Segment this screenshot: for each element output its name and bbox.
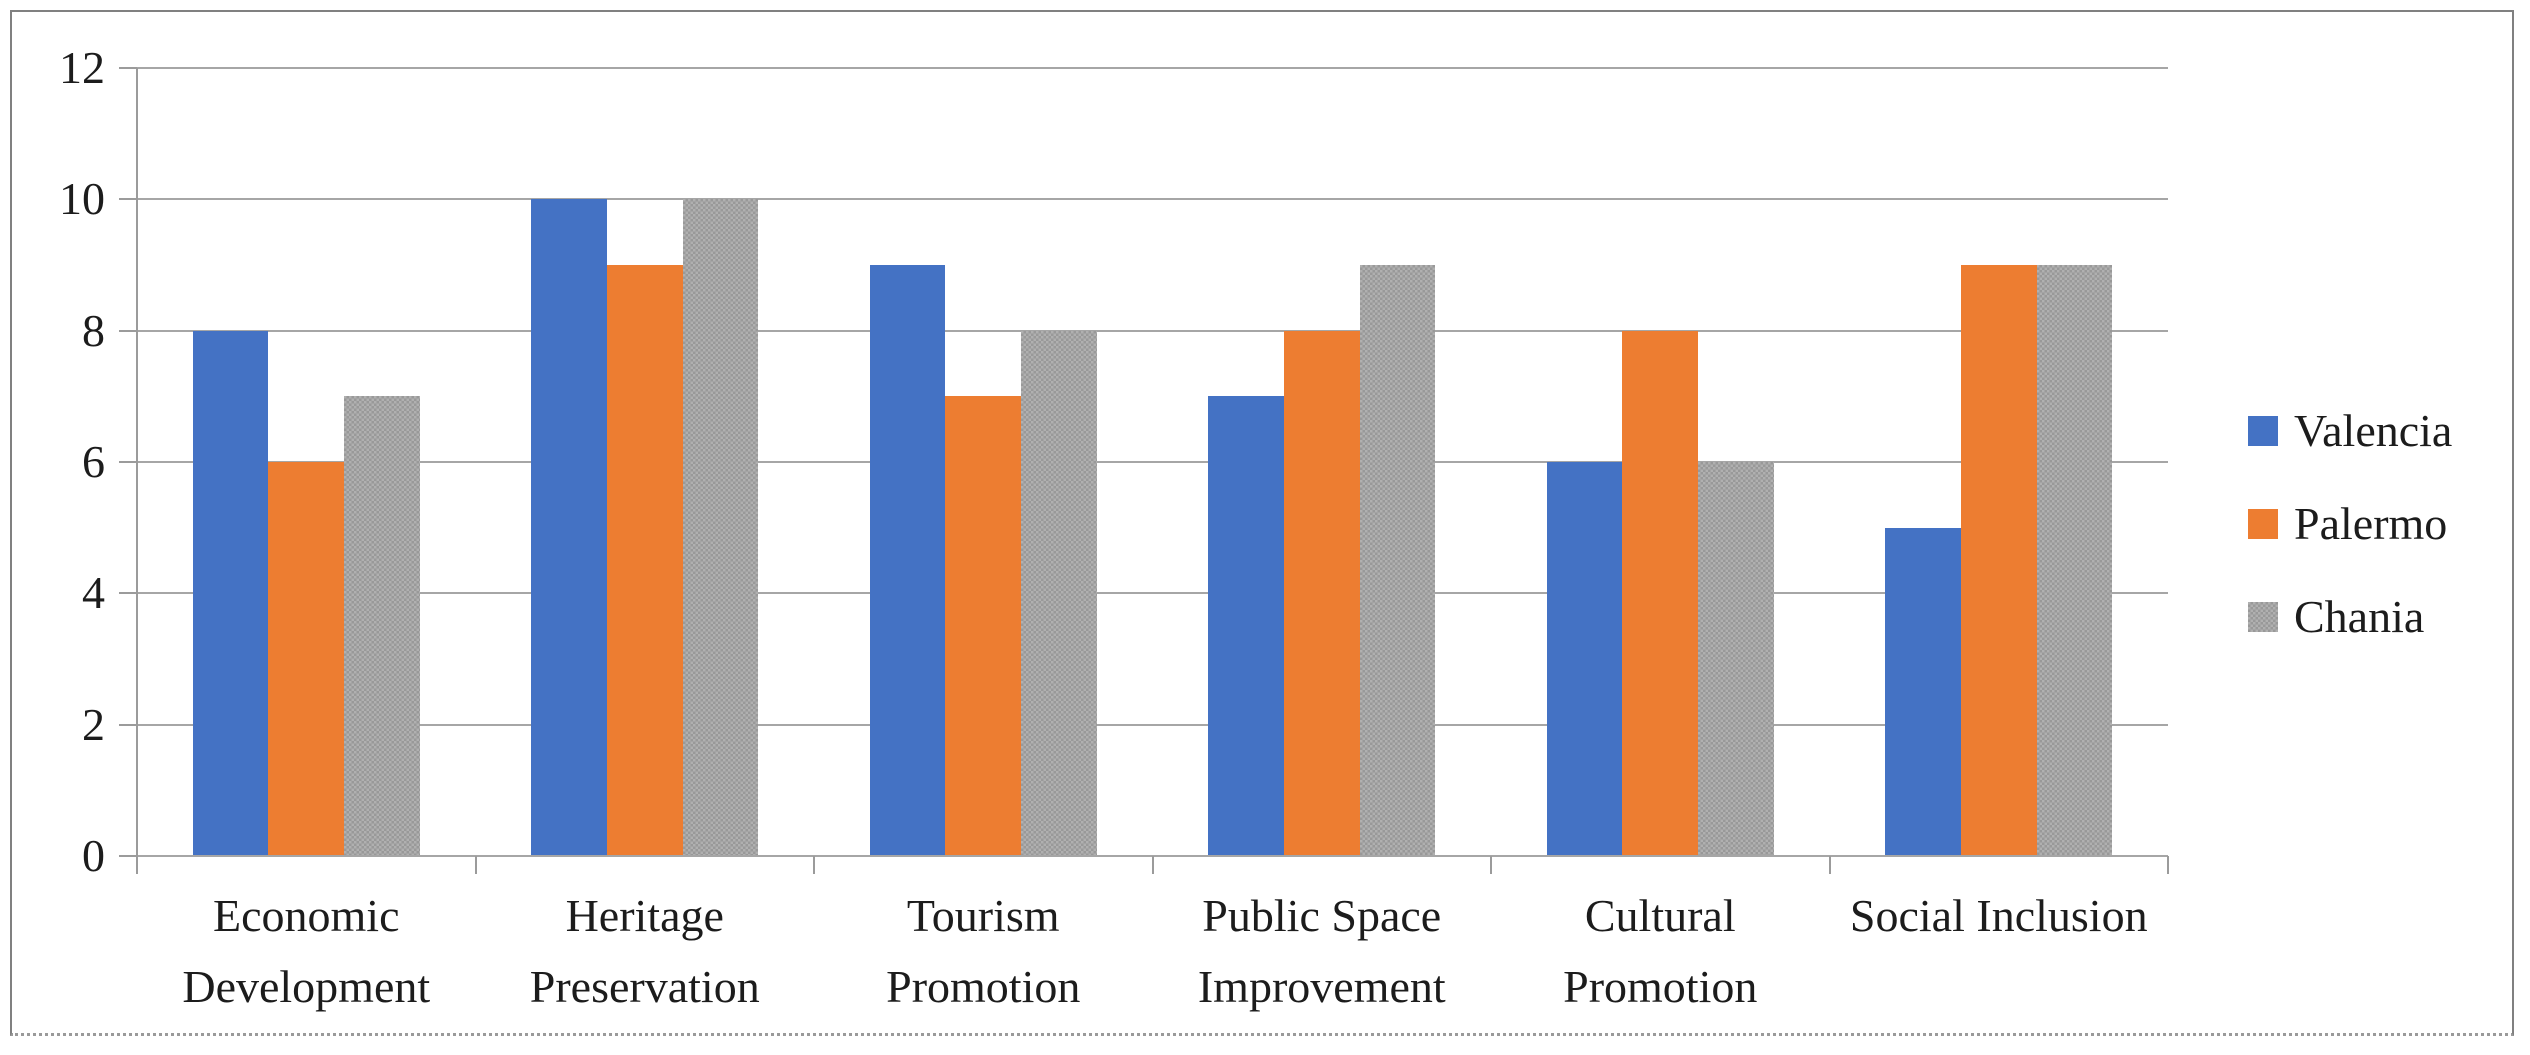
- bar-chania-4: [1359, 265, 1436, 855]
- y-axis-tick: [119, 329, 137, 332]
- bar-valencia-4: [1208, 396, 1284, 855]
- category-label: Public Space Improvement: [1197, 890, 1446, 1013]
- legend-swatch-valencia: [2248, 416, 2278, 446]
- gridline: [137, 198, 2168, 201]
- bar-valencia-5: [1546, 462, 1623, 855]
- legend-label-valencia: Valencia: [2294, 405, 2453, 456]
- bar-valencia-1: [192, 330, 269, 855]
- y-axis-tick: [119, 461, 137, 463]
- legend-item-palermo: Palermo: [2248, 501, 2452, 547]
- y-tick-label: 10: [59, 173, 105, 225]
- y-axis-tick: [119, 67, 137, 69]
- bar-palermo-3: [945, 396, 1022, 855]
- gridline: [137, 329, 2168, 332]
- x-axis-tick: [1490, 856, 1492, 874]
- x-axis-tick: [1828, 856, 1831, 874]
- y-axis-tick: [119, 723, 137, 726]
- legend: Valencia Palermo Chania: [2248, 408, 2452, 687]
- y-tick-label: 4: [82, 567, 105, 619]
- bar-palermo-6: [1960, 265, 2037, 855]
- legend-swatch-palermo: [2248, 509, 2278, 539]
- gridline: [137, 461, 2168, 463]
- legend-label-palermo: Palermo: [2294, 498, 2448, 549]
- category-label: Tourism Promotion: [886, 890, 1081, 1013]
- legend-item-valencia: Valencia: [2248, 408, 2452, 454]
- bar-palermo-5: [1622, 330, 1699, 855]
- bar-chania-2: [682, 199, 759, 855]
- bar-chania-3: [1021, 330, 1097, 855]
- y-tick-label: 12: [59, 42, 105, 93]
- category-label: Social Inclusion: [1849, 890, 2148, 941]
- gridline: [137, 723, 2168, 726]
- bar-palermo-2: [606, 265, 683, 855]
- x-axis-tick: [136, 856, 138, 874]
- y-tick-label: 6: [82, 436, 105, 487]
- gridline: [137, 67, 2168, 69]
- x-axis-tick: [2167, 856, 2169, 874]
- bar-chania-6: [2036, 265, 2113, 855]
- bar-chania-5: [1698, 462, 1774, 855]
- x-axis-tick: [1151, 856, 1154, 874]
- category-label: Heritage Preservation: [529, 890, 760, 1013]
- bar-palermo-1: [268, 462, 345, 855]
- x-axis-tick: [813, 856, 815, 874]
- y-axis-line: [136, 68, 138, 874]
- y-axis-tick: [119, 855, 137, 857]
- bar-valencia-6: [1885, 527, 1961, 855]
- bar-valencia-3: [869, 265, 946, 855]
- y-tick-label: 8: [82, 304, 105, 356]
- y-axis-tick: [119, 198, 137, 201]
- x-axis-tick: [474, 856, 477, 874]
- y-axis-tick: [119, 592, 137, 595]
- legend-label-chania: Chania: [2294, 591, 2425, 642]
- category-label: Economic Development: [182, 890, 431, 1013]
- bar-palermo-4: [1283, 330, 1360, 855]
- y-tick-label: 0: [82, 830, 105, 881]
- gridline: [137, 592, 2168, 595]
- legend-swatch-chania: [2248, 602, 2278, 632]
- category-label: Cultural Promotion: [1563, 890, 1758, 1013]
- legend-item-chania: Chania: [2248, 594, 2452, 640]
- y-tick-label: 2: [82, 698, 105, 750]
- bar-chania-1: [344, 396, 420, 855]
- bar-valencia-2: [531, 199, 607, 855]
